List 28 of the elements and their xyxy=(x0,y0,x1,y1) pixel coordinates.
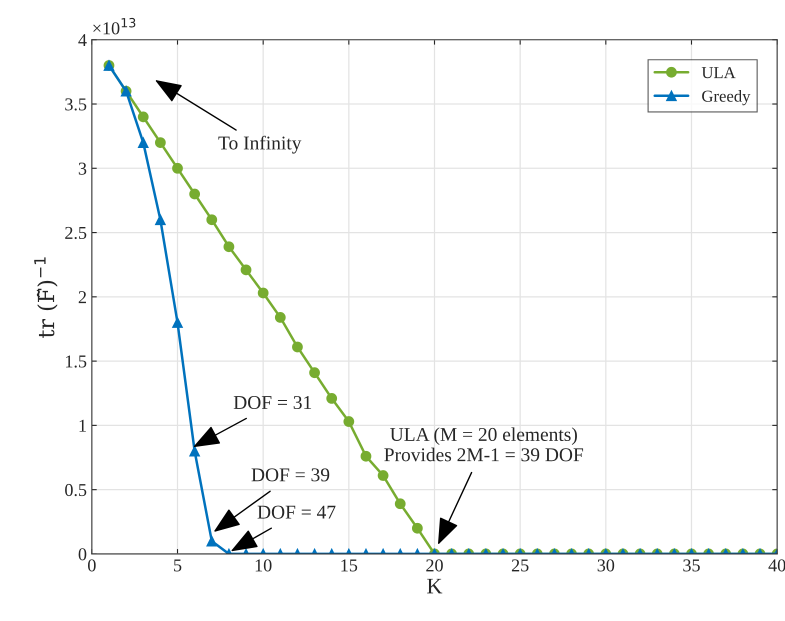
y-tick-label: 3.5 xyxy=(65,98,86,111)
x-tick-label: 15 xyxy=(341,559,358,572)
x-tick-label: 40 xyxy=(768,559,785,572)
x-tick-label: 10 xyxy=(256,559,272,572)
legend-label: Greedy xyxy=(702,90,750,106)
y-tick-label: 1.5 xyxy=(66,355,86,368)
annotation: ULA (M = 20 elements) Provides 2M-1 = 39 DOF xyxy=(384,427,584,462)
x-tick-label: 35 xyxy=(683,559,700,572)
y-tick-label: 4 xyxy=(78,34,87,46)
x-tick-label: 5 xyxy=(174,560,182,572)
y-tick-label: 2.5 xyxy=(65,226,86,240)
x-tick-label: 20 xyxy=(426,559,443,572)
annotation: DOF = 31 xyxy=(234,396,312,410)
legend-label: ULA xyxy=(702,67,736,78)
x-tick-label: 30 xyxy=(598,559,614,572)
x-tick-label: 25 xyxy=(512,559,528,572)
y-tick-label: 2 xyxy=(78,291,86,304)
text: ×10$^{13}$ xyxy=(93,18,136,34)
annotation: DOF = 47 xyxy=(258,506,336,519)
y-tick-label: 3 xyxy=(78,162,86,175)
y-tick-label: 0.5 xyxy=(65,484,86,496)
annotation: To Infinity xyxy=(218,136,302,154)
y-tick-label: 0 xyxy=(78,548,86,560)
x-axis-title: K xyxy=(427,578,442,594)
y-tick-label: 1 xyxy=(80,420,86,432)
y-axis-title: tr (F̃)$^{−1}$ xyxy=(34,257,58,338)
annotation: DOF = 39 xyxy=(252,468,330,482)
x-tick-label: 0 xyxy=(88,559,96,572)
